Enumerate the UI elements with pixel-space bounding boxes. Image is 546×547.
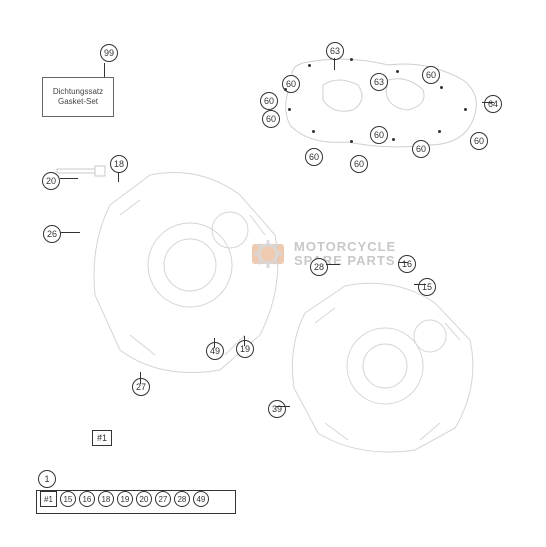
bottom-item-28: 28 [174, 491, 190, 507]
callout-16: 16 [398, 255, 416, 273]
callout-60: 60 [470, 132, 488, 150]
callout-60: 60 [260, 92, 278, 110]
callout-15: 15 [418, 278, 436, 296]
gasket-set-box: Dichtungssatz Gasket-Set [42, 77, 114, 117]
callout-60: 60 [422, 66, 440, 84]
callout-28: 28 [310, 258, 328, 276]
bottom-row-items: #11516181920272849 [40, 491, 209, 507]
callout-60: 60 [412, 140, 430, 158]
leader-line [104, 63, 105, 77]
bolt-dot [312, 130, 315, 133]
bolt-dot [350, 140, 353, 143]
callout-49: 49 [206, 342, 224, 360]
callout-60: 60 [305, 148, 323, 166]
leader-line [326, 264, 340, 265]
bolt-dot [392, 138, 395, 141]
bottom-row-lead-label: 1 [44, 474, 49, 484]
bottom-item-16: 16 [79, 491, 95, 507]
bolt-dot [288, 108, 291, 111]
gasket-line2: Gasket-Set [58, 97, 98, 107]
bottom-item-1: #1 [40, 491, 57, 507]
bottom-item-19: 19 [117, 491, 133, 507]
bottom-item-27: 27 [155, 491, 171, 507]
callout-1: #1 [92, 430, 112, 446]
callout-60: 60 [350, 155, 368, 173]
bottom-row-lead: 1 [38, 470, 56, 488]
callout-20: 20 [42, 172, 60, 190]
bolt-dot [438, 130, 441, 133]
callout-63: 63 [326, 42, 344, 60]
leader-line [60, 232, 80, 233]
callout-19: 19 [236, 340, 254, 358]
bottom-item-18: 18 [98, 491, 114, 507]
engine-right-sketch [280, 268, 490, 458]
bottom-item-15: 15 [60, 491, 76, 507]
bottom-item-49: 49 [193, 491, 209, 507]
callout-26: 26 [43, 225, 61, 243]
bolt-dot [308, 64, 311, 67]
engine-left-sketch [80, 155, 290, 385]
callout-63: 63 [370, 73, 388, 91]
gasket-line1: Dichtungssatz [53, 87, 103, 97]
bolt-dot [396, 70, 399, 73]
callout-60: 60 [262, 110, 280, 128]
callout-18: 18 [110, 155, 128, 173]
bottom-item-20: 20 [136, 491, 152, 507]
bolt-sketch [55, 162, 115, 182]
callout-99: 99 [100, 44, 118, 62]
bolt-dot [350, 58, 353, 61]
bolt-dot [284, 88, 287, 91]
callout-64: 64 [484, 95, 502, 113]
callout-60: 60 [370, 126, 388, 144]
callout-27: 27 [132, 378, 150, 396]
bolt-dot [464, 108, 467, 111]
watermark-line1: MOTORCYCLE [294, 240, 396, 254]
bolt-dot [440, 86, 443, 89]
callout-39: 39 [268, 400, 286, 418]
